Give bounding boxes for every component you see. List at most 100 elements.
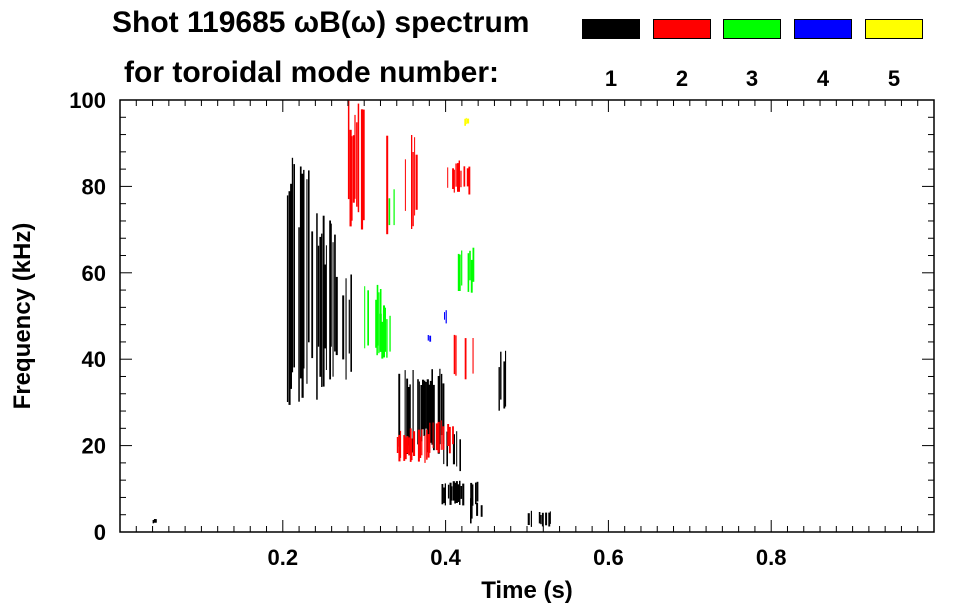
- mode-2-streak: [417, 429, 420, 462]
- x-axis-label: Time (s): [481, 577, 573, 604]
- mode-2-region-1: [347, 100, 365, 230]
- mode-2-streak: [424, 435, 426, 463]
- mode-2-streak: [458, 160, 460, 192]
- mode-2-streak: [406, 436, 409, 454]
- mode-1-streak: [455, 481, 458, 503]
- legend-swatch-4: [794, 19, 852, 39]
- chart-title-line1: Shot 119685 ωB(ω) spectrum: [112, 6, 530, 39]
- mode-2-streak: [448, 426, 451, 454]
- mode-1-streak: [549, 511, 551, 524]
- mode-2-streak: [396, 437, 399, 453]
- axis-ticks: [120, 99, 934, 533]
- mode-2-streak: [404, 437, 407, 460]
- legend-label-4: 4: [816, 66, 830, 91]
- chart-title-line2: for toroidal mode number:: [124, 56, 499, 89]
- mode-1-streak: [475, 482, 477, 505]
- mode-3-streak: [472, 247, 475, 282]
- mode-1-streak: [527, 513, 530, 525]
- mode-1-streak: [316, 213, 318, 400]
- mode-2-streak: [403, 435, 406, 461]
- y-tick-label: 0: [94, 520, 106, 545]
- mode-2-streak: [408, 437, 410, 456]
- mode-2-streak: [442, 426, 445, 450]
- mode-2-streak: [455, 335, 457, 376]
- mode-1-streak: [153, 519, 156, 523]
- mode-1-streak: [288, 191, 291, 405]
- tick-labels: 0.2 0.4 0.6 0.8 0 20 40 60 80 100: [69, 88, 786, 570]
- legend-label-5: 5: [887, 66, 901, 91]
- mode-1-streak: [308, 170, 310, 343]
- mode-1-streak: [298, 227, 300, 402]
- mode-4-streak: [444, 312, 445, 320]
- mode-1-streak: [442, 383, 445, 444]
- mode-2-streak: [453, 169, 455, 193]
- mode-2-region-3: [404, 135, 418, 229]
- mode-3-region-3: [457, 247, 475, 293]
- mode-2-streak: [447, 167, 449, 188]
- mode-2-streak: [435, 423, 438, 451]
- mode-2-streak: [356, 122, 358, 207]
- mode-2-streak: [437, 421, 440, 453]
- mode-1-streak: [431, 369, 433, 445]
- mode-1-streak: [423, 380, 426, 436]
- mode-1-streak: [457, 484, 460, 502]
- mode-1-region-6: [441, 480, 479, 506]
- mode-1-streak: [443, 439, 445, 465]
- mode-1-streak: [406, 378, 409, 454]
- mode-3-streak: [461, 250, 463, 286]
- mode-1-streak: [425, 382, 427, 429]
- mode-2-streak: [360, 109, 364, 230]
- mode-1-streak: [456, 431, 458, 467]
- mode-1-streak: [409, 384, 411, 448]
- mode-1-streak: [447, 484, 450, 499]
- mode-5-streak: [464, 118, 466, 126]
- mode-1-streak: [459, 480, 461, 505]
- mode-2-streak: [432, 422, 434, 449]
- mode-4-region-1: [444, 310, 447, 324]
- mode-1-streak: [299, 166, 302, 379]
- mode-2-streak: [411, 135, 413, 229]
- mode-1-streak: [451, 486, 453, 501]
- mode-1-streak: [500, 351, 502, 400]
- mode-1-streak: [418, 381, 420, 444]
- legend-swatch-1: [582, 19, 640, 39]
- mode-1-streak: [290, 183, 292, 389]
- mode-3-streak: [388, 198, 391, 226]
- y-tick-label: 100: [69, 88, 106, 113]
- mode-2-streak: [453, 334, 456, 375]
- spectrum-marks: [152, 100, 551, 527]
- x-tick-label: 0.2: [268, 545, 299, 570]
- mode-3-region-4: [388, 189, 395, 226]
- mode-1-streak: [412, 370, 414, 453]
- mode-3-streak: [376, 317, 378, 356]
- mode-1-streak: [306, 179, 308, 384]
- legend-swatch-3: [723, 19, 781, 39]
- mode-1-streak: [460, 486, 463, 499]
- mode-1-streak: [325, 245, 327, 370]
- mode-2-region-4: [447, 160, 471, 195]
- mode-3-streak: [375, 299, 378, 348]
- y-tick-label: 40: [82, 347, 106, 372]
- mode-1-streak: [303, 169, 305, 369]
- mode-1-streak: [548, 512, 551, 527]
- y-tick-label: 60: [82, 261, 106, 286]
- mode-3-streak: [378, 292, 380, 354]
- mode-2-region-5: [453, 334, 474, 380]
- mode-2-streak: [413, 431, 416, 456]
- mode-2-streak: [429, 422, 431, 453]
- mode-1-streak: [301, 173, 304, 398]
- mode-1-streak: [342, 295, 345, 360]
- mode-2-streak: [409, 428, 412, 462]
- mode-1-streak: [454, 482, 456, 504]
- legend-label-3: 3: [745, 66, 759, 91]
- mode-1-streak: [155, 519, 157, 523]
- mode-1-streak: [321, 233, 323, 387]
- x-tick-label: 0.8: [756, 545, 787, 570]
- mode-2-streak: [351, 136, 353, 221]
- mode-1-region-7: [470, 497, 483, 524]
- mode-4-streak: [427, 335, 429, 341]
- mode-1-streak: [350, 274, 352, 372]
- mode-1-streak: [444, 483, 446, 506]
- mode-2-streak: [457, 163, 460, 192]
